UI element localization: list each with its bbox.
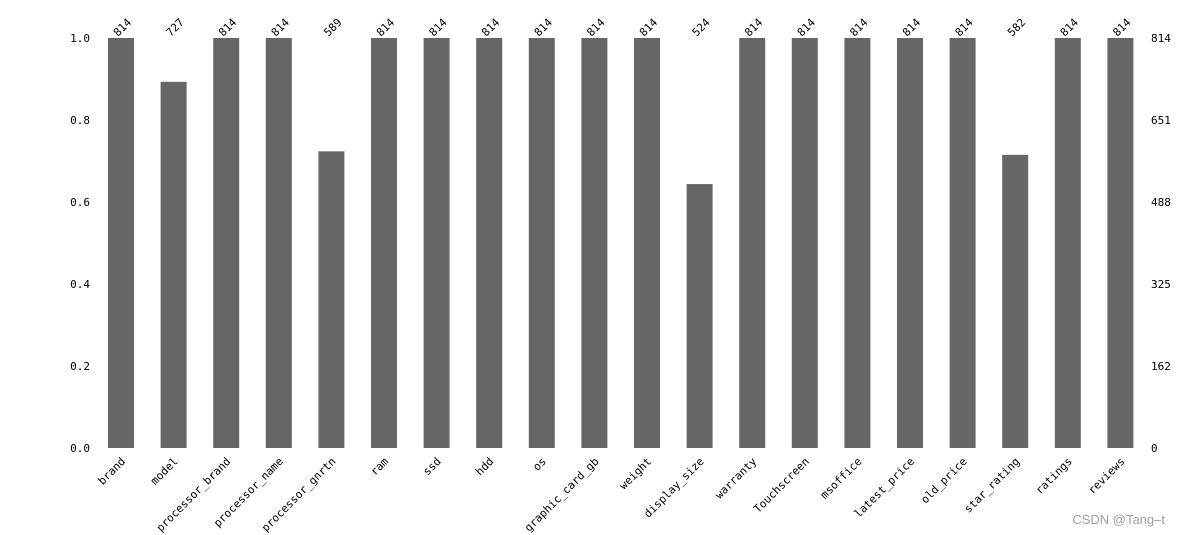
category-label: warranty (713, 455, 760, 502)
category-label: reviews (1086, 455, 1128, 497)
count-label: 814 (742, 16, 766, 40)
right-axis-ticks: 0 162 325 488 651 814 (1151, 32, 1171, 455)
bar-display_size (686, 184, 713, 449)
category-label: Touchscreen (751, 455, 812, 516)
bar-graphic_card_gb (581, 38, 608, 448)
bar-msoffice (844, 38, 871, 448)
right-tick-label: 162 (1151, 360, 1171, 373)
bar-weight (634, 38, 660, 448)
bar-os (528, 38, 555, 448)
right-tick-label: 0 (1151, 442, 1158, 455)
count-label: 814 (111, 16, 135, 40)
left-tick-label: 0.2 (70, 360, 90, 373)
bar-touchscreen (791, 38, 818, 448)
count-label: 727 (164, 16, 187, 39)
left-tick-label: 0.8 (70, 114, 90, 127)
bar-processor_brand (213, 38, 240, 448)
category-label: ram (368, 455, 392, 479)
count-labels-group: 814 727 814 814 589 814 814 814 814 814 814 524 814 8… (111, 16, 1134, 40)
category-label: ratings (1033, 455, 1075, 497)
category-label: os (530, 455, 549, 474)
count-label: 814 (584, 16, 608, 40)
bar-old_price (949, 38, 976, 448)
bar-hdd (476, 38, 503, 448)
bar-processor_name (265, 38, 292, 448)
category-label: model (148, 455, 181, 488)
bar-latest_price (897, 38, 923, 448)
left-tick-label: 0.0 (70, 442, 90, 455)
count-label: 582 (1005, 16, 1028, 39)
count-label: 814 (1110, 16, 1134, 40)
right-tick-label: 488 (1151, 196, 1171, 209)
bar-reviews (1107, 38, 1134, 448)
bar-ratings (1054, 38, 1081, 448)
right-tick-label: 325 (1151, 278, 1171, 291)
count-label: 814 (1058, 16, 1082, 40)
left-tick-label: 1.0 (70, 32, 90, 45)
count-label: 814 (479, 16, 503, 40)
category-label: star_rating (962, 455, 1023, 516)
bar-star_rating (1002, 154, 1029, 448)
count-label: 814 (795, 16, 819, 40)
bar-model (160, 81, 187, 448)
category-label: weight (617, 455, 654, 492)
category-label: old_price (918, 455, 969, 506)
category-label: msoffice (818, 455, 865, 502)
left-tick-label: 0.6 (70, 196, 90, 209)
right-tick-label: 651 (1151, 114, 1171, 127)
category-label: hdd (473, 455, 496, 478)
watermark: CSDN @Tang–t (1072, 512, 1165, 527)
count-label: 814 (216, 16, 240, 40)
bar-warranty (739, 38, 766, 448)
right-tick-label: 814 (1151, 32, 1171, 45)
bar-brand (108, 38, 134, 448)
bar-processor_gnrtn (318, 151, 345, 449)
category-label: brand (96, 455, 129, 488)
left-tick-label: 0.4 (70, 278, 90, 291)
bars-group (108, 38, 1134, 449)
count-label: 814 (847, 16, 871, 40)
bar-ssd (423, 38, 450, 448)
count-label: 814 (900, 16, 924, 40)
category-label: ssd (420, 455, 443, 478)
count-label: 524 (690, 16, 714, 40)
left-axis-ticks: 0.0 0.2 0.4 0.6 0.8 1.0 (70, 32, 90, 455)
category-labels-group: brand modelprocessor_brandprocessor_namep… (96, 455, 1128, 535)
count-label: 814 (637, 16, 661, 40)
count-label: 814 (374, 16, 398, 40)
count-label: 814 (953, 16, 977, 40)
count-label: 814 (532, 16, 556, 40)
count-label: 589 (321, 16, 344, 39)
count-label: 814 (269, 16, 293, 40)
count-label: 814 (427, 16, 451, 40)
bar-ram (371, 38, 397, 448)
